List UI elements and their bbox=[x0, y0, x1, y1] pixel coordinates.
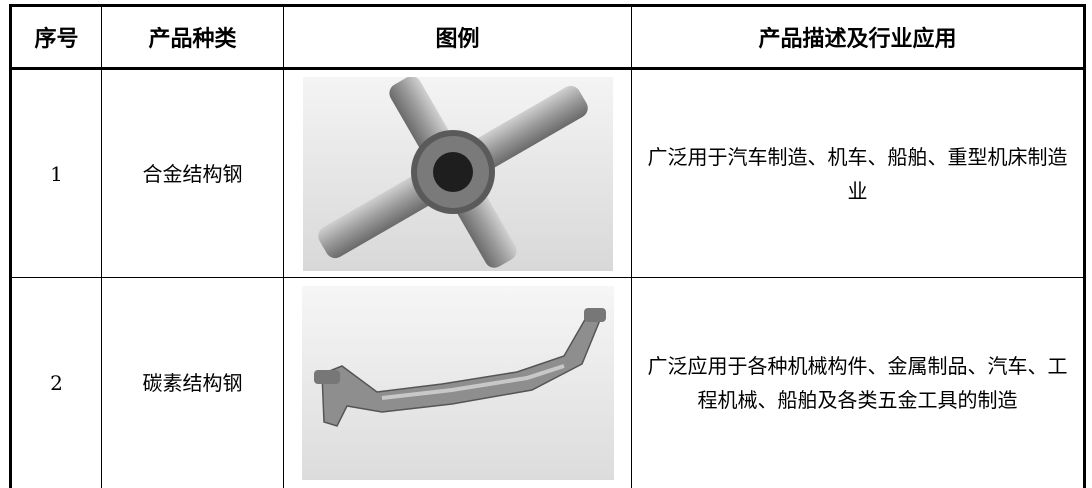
product-type: 碳素结构钢 bbox=[102, 278, 284, 488]
product-description: 广泛用于汽车制造、机车、船舶、重型机床制造业 bbox=[632, 69, 1085, 278]
header-cell: 产品描述及行业应用 bbox=[632, 6, 1085, 69]
table-row: 1 合金结构钢 bbox=[11, 69, 1085, 278]
header-cell: 产品种类 bbox=[102, 6, 284, 69]
header-row: 序号 产品种类 图例 产品描述及行业应用 bbox=[11, 6, 1085, 69]
image-cell bbox=[284, 278, 632, 488]
row-number: 1 bbox=[11, 69, 102, 278]
image-cell bbox=[284, 69, 632, 278]
row-number: 2 bbox=[11, 278, 102, 488]
product-type: 合金结构钢 bbox=[102, 69, 284, 278]
page: 序号 产品种类 图例 产品描述及行业应用 1 合金结构钢 bbox=[0, 0, 1092, 477]
product-description: 广泛应用于各种机械构件、金属制品、汽车、工程机械、船舶及各类五金工具的制造 bbox=[632, 278, 1085, 488]
product-image bbox=[303, 77, 613, 271]
table-row: 2 碳素结构钢 广泛应用于各种机械构件、金属制品、汽车、工程机械、船舶及各类五金… bbox=[11, 278, 1085, 488]
product-image bbox=[302, 286, 614, 480]
header-cell: 图例 bbox=[284, 6, 632, 69]
header-cell: 序号 bbox=[11, 6, 102, 69]
product-table: 序号 产品种类 图例 产品描述及行业应用 1 合金结构钢 bbox=[9, 4, 1086, 488]
